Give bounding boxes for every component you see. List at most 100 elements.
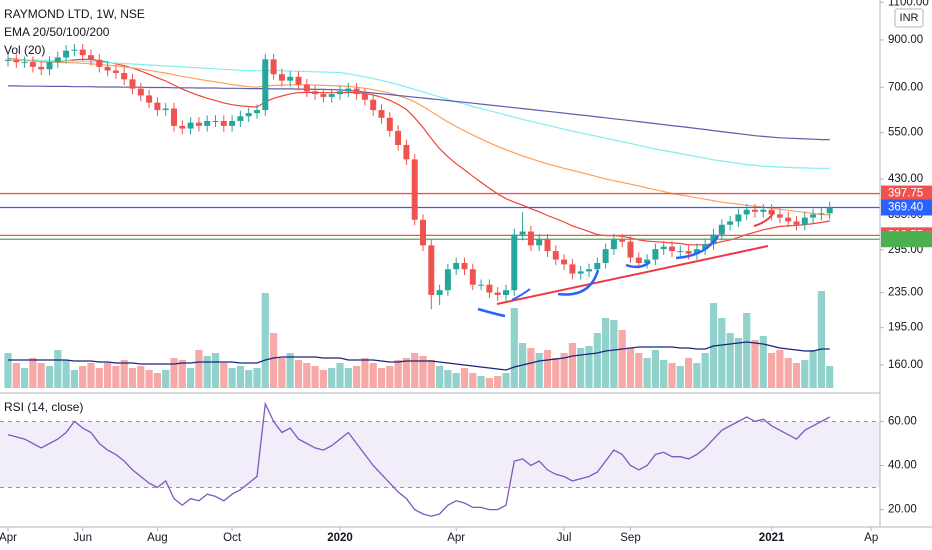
- volume-bar: [95, 368, 103, 388]
- drawing-curve: [625, 260, 651, 269]
- candle-body: [444, 269, 451, 291]
- y-tick-label: 900.00: [888, 34, 923, 46]
- price-label-box: [881, 199, 932, 216]
- candle-body: [345, 88, 352, 92]
- candle-body: [552, 251, 559, 260]
- volume-bar: [527, 348, 535, 388]
- drawing-curve: [675, 235, 720, 260]
- candle-body: [104, 66, 111, 71]
- candle-body: [428, 245, 435, 295]
- volume-bar: [87, 363, 95, 388]
- volume-bar: [62, 360, 70, 388]
- candle-body: [29, 62, 36, 67]
- candle-body: [793, 221, 800, 225]
- volume-bar: [228, 368, 236, 388]
- candle-body: [395, 130, 402, 145]
- volume-bar: [593, 333, 601, 388]
- y-tick-label: 235.00: [888, 287, 923, 299]
- volume-bar: [826, 366, 834, 388]
- candle-body: [735, 214, 742, 222]
- indicator-label: EMA 20/50/100/200: [4, 25, 110, 39]
- candle-body: [245, 113, 252, 117]
- volume-bar: [685, 358, 693, 388]
- volume-bar: [759, 336, 767, 388]
- volume-bar: [311, 366, 319, 388]
- candle-body: [370, 99, 377, 111]
- volume-bar: [643, 358, 651, 388]
- candle-body: [478, 284, 485, 286]
- candle-body: [121, 73, 128, 80]
- candle-body: [303, 84, 310, 92]
- volume-bar: [21, 368, 29, 388]
- candle-body: [162, 108, 169, 111]
- volume-bar: [568, 343, 576, 388]
- volume-bar: [535, 353, 543, 388]
- volume-bar: [784, 358, 792, 388]
- candle-body: [635, 257, 642, 263]
- candle-body: [320, 94, 327, 97]
- candle-body: [96, 59, 103, 67]
- volume-label: Vol (20): [4, 43, 45, 57]
- volume-bar: [79, 366, 87, 388]
- candle-body: [88, 55, 94, 60]
- candle-body: [46, 62, 53, 70]
- candle-body: [627, 241, 634, 258]
- volume-bar: [120, 360, 128, 388]
- candle-body: [146, 95, 153, 103]
- x-tick-label: Sep: [620, 532, 640, 544]
- volume-bar: [768, 353, 776, 388]
- candle-body: [63, 50, 70, 58]
- volume-bar: [776, 350, 784, 388]
- volume-bar: [187, 368, 195, 388]
- volume-bar: [635, 353, 643, 388]
- y-tick-label: 1100.00: [888, 0, 929, 8]
- volume-bar: [602, 318, 610, 388]
- candle-body: [328, 94, 335, 97]
- volume-bar: [419, 356, 427, 388]
- drawing-curve: [557, 269, 600, 296]
- volume-bar: [452, 373, 460, 388]
- volume-bar: [386, 366, 394, 388]
- ema-line: [7, 59, 830, 216]
- candle-body: [785, 217, 792, 222]
- drawing-curve: [477, 307, 506, 318]
- y-tick-label: 160.00: [888, 359, 923, 371]
- candle-body: [677, 251, 684, 253]
- price-label: 369.40: [888, 202, 923, 214]
- volume-bar: [660, 360, 668, 388]
- candle-body: [577, 271, 584, 274]
- volume-bar: [336, 363, 344, 388]
- candle-body: [361, 94, 368, 100]
- candle-body: [353, 88, 360, 95]
- candle-body: [38, 66, 45, 70]
- candle-body: [411, 159, 418, 220]
- volume-bar: [45, 366, 54, 388]
- volume-bar: [718, 318, 726, 388]
- candle-body: [586, 269, 592, 272]
- candle-body: [229, 120, 236, 126]
- volume-bar: [485, 378, 493, 388]
- candle-body: [386, 117, 393, 131]
- candle-body: [278, 74, 285, 81]
- volume-bar: [112, 366, 120, 388]
- y-tick-label: 550.00: [888, 127, 923, 139]
- background-layer: [0, 291, 880, 489]
- ema-line: [8, 85, 830, 141]
- volume-ma: [8, 341, 830, 371]
- x-tick-label: 2020: [327, 532, 353, 544]
- plot-layer: [0, 43, 880, 517]
- candle-body: [262, 59, 269, 111]
- ema-line: [7, 58, 830, 169]
- rsi-tick-label: 20.00: [888, 504, 917, 516]
- volume-bar: [751, 340, 759, 388]
- volume-bar: [328, 368, 336, 388]
- candle-body: [486, 284, 493, 293]
- candle-body: [13, 59, 20, 63]
- volume-bar: [676, 366, 684, 388]
- volume-bar: [436, 366, 444, 388]
- rsi-band: [0, 421, 880, 488]
- y-tick-label: 195.00: [888, 322, 923, 334]
- candle-body: [718, 224, 725, 235]
- y-tick-label: 430.00: [888, 173, 923, 185]
